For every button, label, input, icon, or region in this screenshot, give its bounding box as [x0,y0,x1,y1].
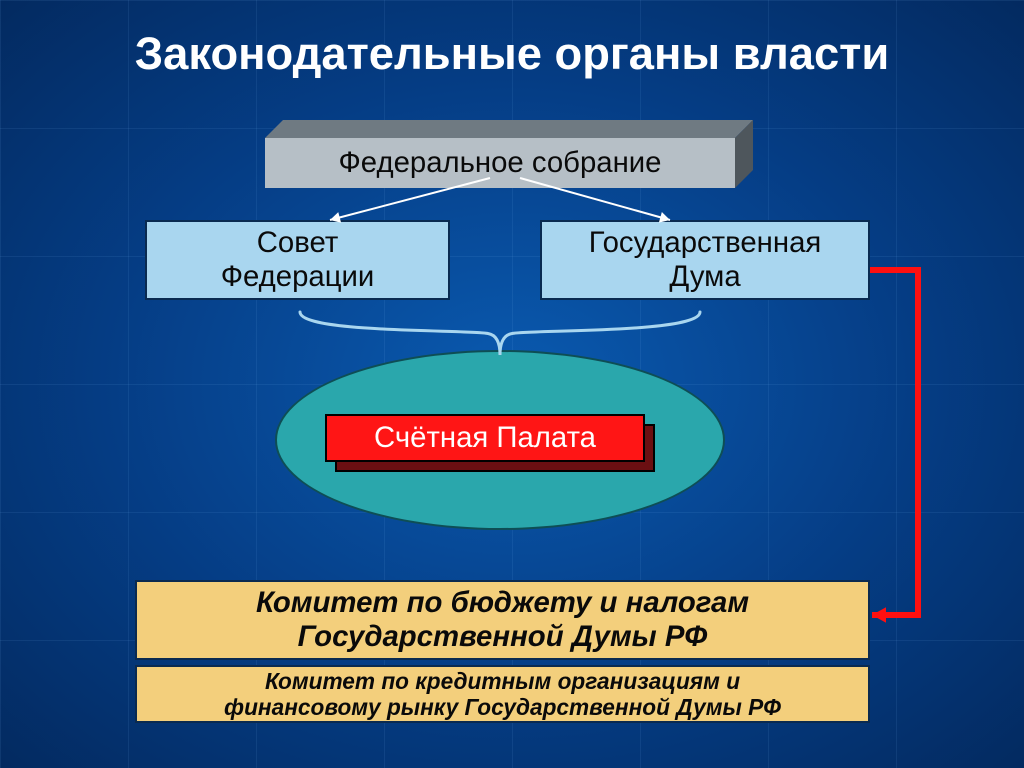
bar3d-front-face: Федеральное собрание [265,138,735,188]
bar3d-top-face [265,120,753,138]
node-federation-council: СоветФедерации [145,220,450,300]
node-audit-chamber-label: Счётная Палата [374,421,596,455]
node-federation-council-label: СоветФедерации [221,226,375,293]
node-audit-chamber: Счётная Палата [325,414,645,462]
node-state-duma: ГосударственнаяДума [540,220,870,300]
node-committee-credit: Комитет по кредитным организациям ифинан… [135,665,870,723]
node-state-duma-label: ГосударственнаяДума [589,226,822,293]
node-committee-budget: Комитет по бюджету и налогамГосударствен… [135,580,870,660]
slide-title: Законодательные органы власти [0,28,1024,80]
node-federal-assembly: Федеральное собрание [265,120,753,188]
node-federal-assembly-label: Федеральное собрание [339,146,662,180]
node-committee-budget-label: Комитет по бюджету и налогамГосударствен… [256,586,749,653]
node-committee-credit-label: Комитет по кредитным организациям ифинан… [224,668,781,720]
